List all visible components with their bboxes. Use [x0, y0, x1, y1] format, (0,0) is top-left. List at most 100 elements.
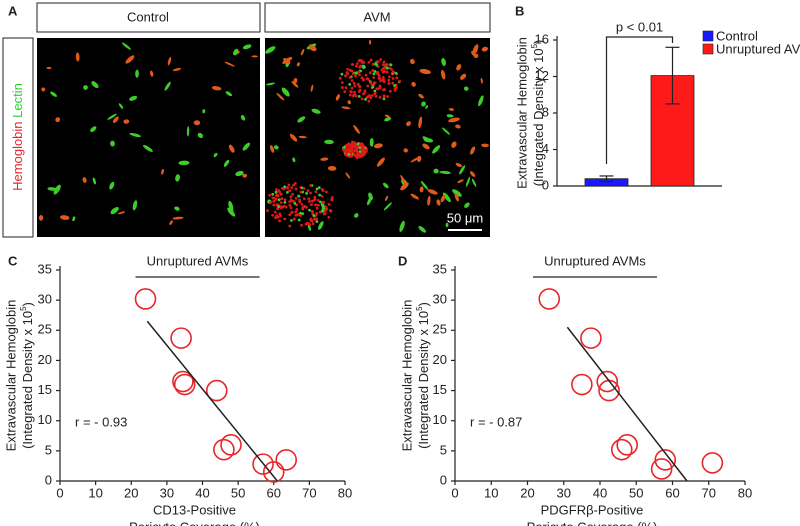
hemorrhage	[367, 99, 371, 103]
hemorrhage	[393, 89, 397, 92]
correlation-label: r = - 0.93	[75, 414, 127, 429]
hemorrhage	[269, 200, 273, 204]
vessel	[478, 95, 484, 107]
fit-line	[146, 320, 278, 482]
fit-line	[566, 326, 688, 482]
hemorrhage	[290, 219, 293, 222]
vessel	[318, 221, 324, 230]
vessel	[123, 119, 130, 124]
hemorrhage	[369, 58, 373, 62]
vessel	[110, 206, 119, 215]
vessel	[418, 116, 423, 129]
hemorrhage	[364, 97, 367, 101]
hemorrhage	[294, 213, 298, 217]
hemorrhage	[355, 62, 359, 66]
hemorrhage	[369, 96, 373, 100]
hemorrhage	[315, 211, 319, 215]
vessel	[291, 80, 299, 88]
hemorrhage	[391, 70, 395, 74]
y-tick-label: 8	[542, 104, 549, 119]
vessel	[242, 44, 252, 50]
hemorrhage	[371, 62, 375, 66]
hemorrhage	[350, 79, 354, 82]
vessel	[107, 113, 117, 120]
hemorrhage	[372, 81, 376, 85]
vessel	[471, 178, 477, 187]
hemorrhage	[389, 63, 393, 67]
hemorrhage	[297, 218, 301, 222]
hemorrhage	[308, 208, 311, 212]
hemorrhage	[310, 203, 313, 207]
hemorrhage	[303, 205, 307, 208]
hemorrhage	[309, 183, 313, 187]
hemorrhage	[356, 151, 360, 154]
hemorrhage	[308, 200, 311, 203]
hemorrhage	[373, 89, 377, 93]
y-tick-label: 5	[45, 442, 52, 457]
hemorrhage	[391, 77, 395, 80]
hemorrhage	[398, 79, 402, 83]
hemorrhage	[271, 192, 275, 196]
vessel	[224, 61, 235, 67]
y-tick-label: 30	[433, 292, 447, 307]
hemorrhage	[348, 93, 352, 97]
vessel	[161, 168, 164, 175]
vessel	[41, 87, 46, 92]
hemorrhage	[274, 188, 278, 191]
y-axis-label: Extravascular Hemoglobin	[3, 300, 18, 452]
hemorrhage	[288, 213, 292, 217]
vessel	[125, 55, 135, 64]
point	[701, 452, 724, 474]
vessel	[310, 84, 314, 92]
x-tick-label: 50	[629, 485, 643, 500]
vessel	[382, 182, 389, 189]
vessel	[353, 124, 360, 134]
hemorrhage	[278, 212, 282, 216]
vessel	[376, 157, 385, 167]
hemorrhage	[354, 146, 358, 150]
vessel	[311, 108, 321, 114]
vessel	[193, 120, 201, 126]
vessel	[297, 116, 306, 123]
hemorrhage	[307, 197, 311, 201]
vessel	[227, 207, 236, 217]
vessel	[422, 136, 431, 143]
hemorrhage	[274, 194, 278, 198]
hemorrhage	[382, 97, 386, 101]
stain-green: Lectin	[10, 83, 25, 118]
vessel	[464, 202, 470, 208]
vessel	[242, 142, 251, 151]
y-tick-label: 0	[542, 177, 549, 192]
point	[610, 438, 633, 461]
vessel	[225, 91, 233, 97]
vessel	[411, 81, 416, 87]
hemorrhage	[365, 77, 369, 81]
vessel	[400, 174, 407, 185]
vessel	[50, 91, 58, 97]
hemorrhage	[363, 90, 367, 94]
hemorrhage	[299, 190, 303, 194]
vessel	[465, 176, 471, 187]
y-axis-label: (Integrated Density x 105)	[19, 302, 35, 449]
panel-letter: A	[8, 3, 18, 18]
hemorrhage	[302, 187, 306, 190]
x-tick-label: 60	[267, 485, 281, 500]
error-bar	[665, 46, 680, 105]
hemorrhage	[295, 207, 299, 211]
hemorrhage	[277, 198, 281, 202]
vessel	[265, 82, 276, 86]
y-tick-label: 15	[433, 382, 447, 397]
point	[205, 379, 228, 402]
hemorrhage	[276, 207, 280, 211]
vessel	[341, 106, 351, 110]
hemorrhage	[293, 201, 297, 205]
vessel	[403, 148, 408, 153]
vessel	[320, 157, 329, 161]
hemorrhage	[353, 84, 357, 88]
micrograph	[37, 38, 260, 237]
hemorrhage	[310, 219, 314, 223]
vessel	[470, 146, 476, 155]
hemorrhage	[294, 210, 298, 214]
y-tick-label: 5	[440, 442, 447, 457]
hemorrhage	[343, 90, 347, 94]
